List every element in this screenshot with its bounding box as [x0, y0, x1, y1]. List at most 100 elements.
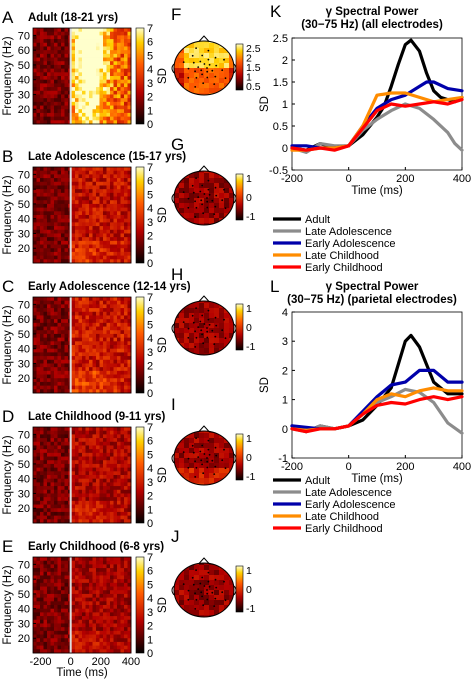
topo-colorbar-tick-label: 0: [246, 452, 252, 464]
heatmap-cell: [89, 575, 93, 580]
heatmap-cell: [78, 634, 83, 639]
head-cell: [189, 348, 195, 354]
heatmap-cell: [99, 515, 104, 520]
heatmap-cell: [85, 120, 90, 125]
heatmap-cell: [124, 315, 128, 320]
heatmap-cell: [54, 515, 58, 520]
electrode-dot: [221, 329, 224, 332]
heatmap-cell: [78, 341, 83, 346]
heatmap-cell: [54, 478, 58, 483]
heatmap-cell: [64, 39, 69, 44]
heatmap-cell: [71, 612, 76, 617]
heatmap-cell: [99, 363, 104, 368]
head-cell: [199, 188, 205, 194]
heatmap-cell: [64, 579, 69, 584]
colorbar: [135, 556, 145, 654]
head-cell: [219, 178, 225, 184]
heatmap-cell: [103, 185, 107, 190]
head-cell: [209, 63, 215, 69]
heatmap-cell: [124, 308, 128, 313]
heatmap-cell: [99, 619, 104, 624]
heatmap-cell: [61, 463, 65, 469]
heatmap-cell: [57, 605, 62, 610]
heatmap-cell: [92, 28, 97, 33]
heatmap-cell: [89, 259, 93, 264]
heatmap-cell: [64, 211, 69, 216]
heatmap-cell: [103, 215, 107, 220]
heatmap-cell: [96, 72, 100, 77]
heatmap-cell: [71, 460, 76, 465]
heatmap-cell: [106, 374, 111, 379]
heatmap-cell: [99, 308, 104, 313]
colorbar-tick-label: 0: [147, 518, 153, 530]
colorbar-tick-label: 2: [147, 621, 153, 633]
heatmap-cell: [106, 101, 111, 106]
head-cell: [179, 353, 185, 355]
heatmap-cell: [64, 311, 69, 316]
head-cell: [204, 73, 210, 79]
head-cell: [179, 73, 185, 79]
heatmap-cell: [33, 608, 37, 613]
heatmap-cell: [96, 590, 100, 595]
heatmap-cell: [40, 504, 44, 509]
heatmap-cell: [92, 515, 97, 520]
head-cell: [174, 433, 180, 439]
heatmap-cell: [78, 627, 83, 632]
head-cell: [224, 223, 230, 225]
heatmap-cell: [61, 300, 65, 305]
heatmap-cell: [113, 315, 118, 320]
heatmap-cell: [85, 42, 90, 47]
heatmap-cell: [43, 467, 48, 472]
heatmap-cell: [50, 352, 55, 357]
heatmap-cell: [40, 341, 44, 346]
heatmap-cell: [89, 568, 93, 573]
heatmap-cell: [50, 497, 55, 502]
heatmap-cell: [50, 623, 55, 628]
heatmap-cell: [106, 427, 111, 432]
heatmap-cell: [96, 638, 100, 643]
heatmap-cell: [110, 240, 114, 245]
head-cell: [189, 208, 195, 214]
heatmap-cell: [40, 619, 44, 624]
head-cell: [174, 610, 180, 616]
heatmap-cell: [33, 174, 37, 179]
heatmap-cell: [99, 645, 104, 650]
heatmap-cell: [99, 229, 104, 234]
heatmap-cell: [36, 508, 41, 513]
heatmap-cell: [61, 94, 65, 99]
heatmap-cell: [85, 233, 90, 238]
head-cell: [209, 218, 215, 224]
heatmap-cell: [124, 203, 128, 209]
heatmap-cell: [99, 94, 104, 99]
y-tick-label: -0.5: [269, 165, 288, 177]
heatmap-cell: [106, 315, 111, 320]
heatmap-cell: [78, 590, 83, 595]
heatmap-cell: [124, 218, 128, 223]
heatmap-cell: [82, 575, 86, 580]
heatmap-cell: [47, 116, 51, 121]
heatmap-cell: [124, 493, 128, 498]
heatmap-cell: [36, 582, 41, 587]
heatmap-cell: [50, 337, 55, 342]
heatmap-cell: [110, 452, 114, 457]
heatmap-cell: [82, 460, 86, 465]
heatmap-cell: [117, 259, 121, 264]
heatmap-cell: [36, 200, 41, 205]
heatmap-cell: [40, 385, 44, 390]
heatmap-cell: [99, 579, 104, 584]
heatmap-cell: [61, 101, 65, 106]
heatmap-cell: [99, 101, 104, 106]
heatmap-cell: [36, 319, 41, 324]
heatmap-cell: [124, 557, 128, 562]
heatmap-cell: [92, 500, 97, 505]
heatmap-cell: [40, 345, 44, 350]
heatmap-cell: [113, 185, 118, 190]
heatmap-cell: [54, 341, 58, 346]
heatmap-cell: [124, 50, 128, 55]
heatmap-cell: [47, 430, 51, 435]
heatmap-cell: [120, 315, 125, 320]
heatmap-cell: [120, 564, 125, 569]
heatmap-cell: [99, 482, 104, 487]
head-cell: [184, 338, 190, 344]
heatmap-cell: [99, 489, 104, 494]
